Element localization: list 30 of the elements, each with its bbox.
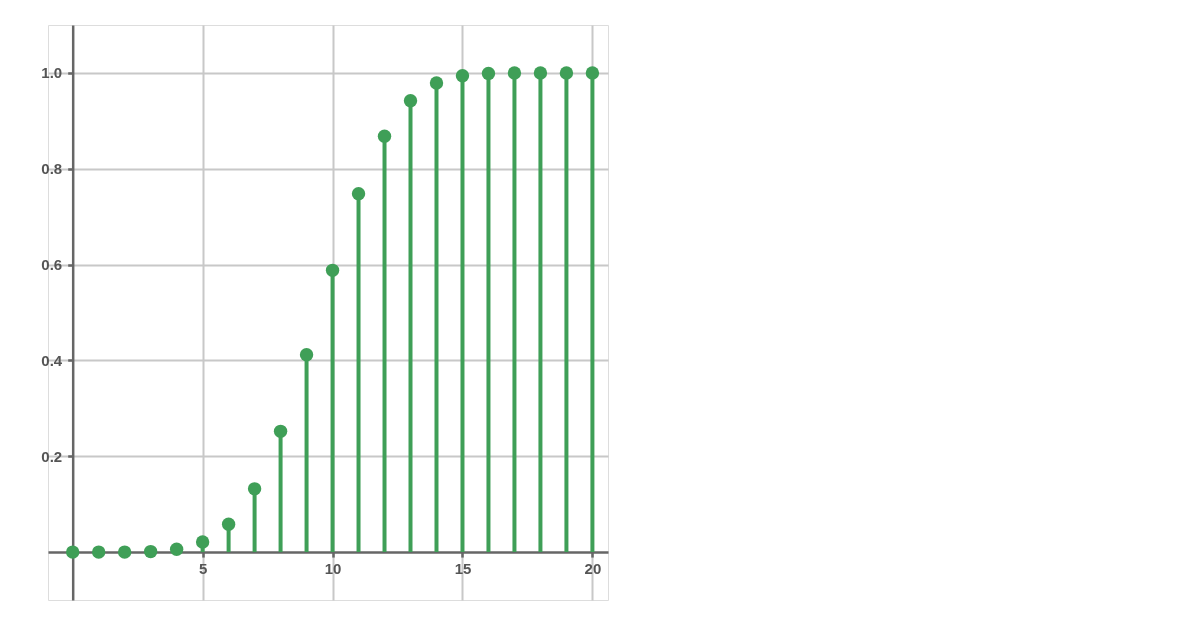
point: [325, 263, 340, 278]
point: [247, 482, 262, 496]
point: [481, 66, 496, 81]
y-tick-label: 0.4: [41, 351, 63, 369]
x-tick-label: 5: [198, 559, 208, 577]
y-tick-label: 1.0: [41, 64, 63, 82]
point: [429, 76, 444, 90]
point: [169, 542, 184, 556]
y-tick-label: 0.2: [41, 447, 63, 465]
point: [507, 66, 522, 80]
x-tick-label: 20: [584, 559, 602, 577]
x-tick-label: 15: [454, 559, 472, 577]
y-tick-label: 0.8: [41, 160, 63, 178]
y-tick-label: 0.6: [41, 256, 63, 274]
x-tick-label: 10: [324, 559, 342, 577]
point: [143, 544, 158, 559]
point: [195, 535, 210, 549]
point: [299, 347, 314, 362]
point: [221, 517, 236, 531]
point: [455, 69, 470, 83]
point: [585, 66, 600, 80]
point: [91, 545, 106, 559]
point: [559, 66, 574, 80]
point: [403, 94, 418, 108]
point: [377, 129, 392, 143]
point: [117, 545, 132, 559]
point: [273, 424, 288, 439]
point: [65, 545, 80, 559]
point: [533, 66, 548, 80]
point: [351, 186, 366, 201]
